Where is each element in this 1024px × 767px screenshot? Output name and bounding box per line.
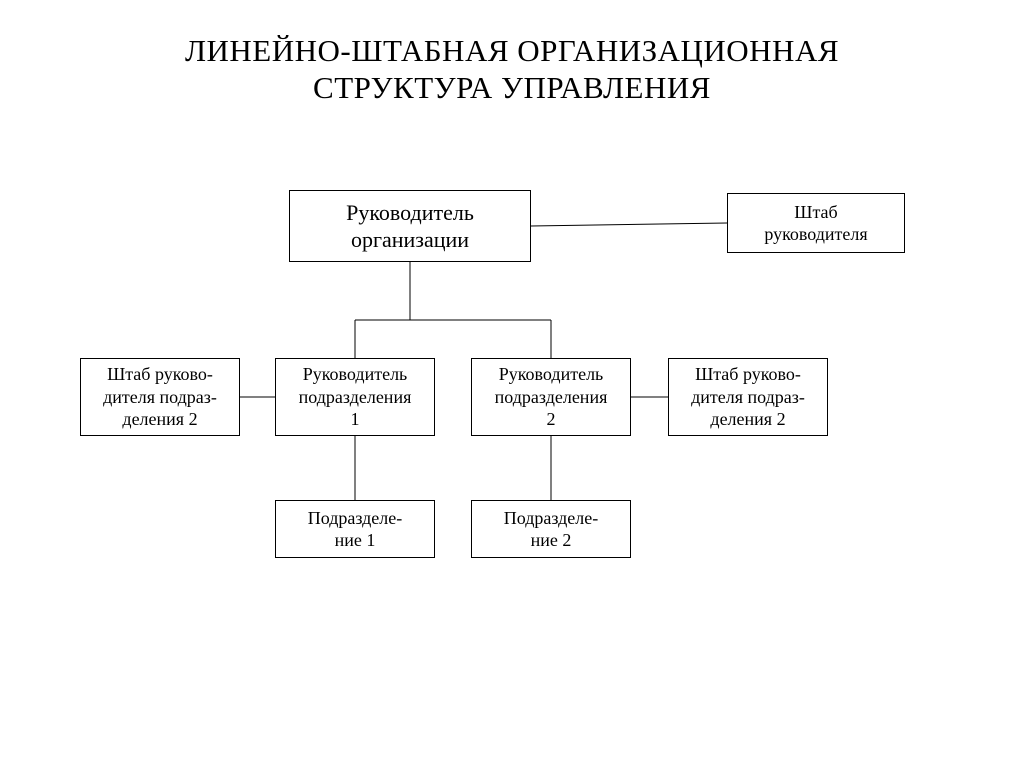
node-mgr2: Руководительподразделения2 — [471, 358, 631, 436]
node-dep1: Подразделе-ние 1 — [275, 500, 435, 558]
node-dep2: Подразделе-ние 2 — [471, 500, 631, 558]
node-staff2: Штаб руково-дителя подраз-деления 2 — [668, 358, 828, 436]
org-chart: Руководительорганизации Штабруководителя Ш… — [0, 0, 1024, 767]
node-staff1: Штаб руково-дителя подраз-деления 2 — [80, 358, 240, 436]
node-hq: Штабруководителя — [727, 193, 905, 253]
node-mgr1: Руководительподразделения1 — [275, 358, 435, 436]
node-root: Руководительорганизации — [289, 190, 531, 262]
